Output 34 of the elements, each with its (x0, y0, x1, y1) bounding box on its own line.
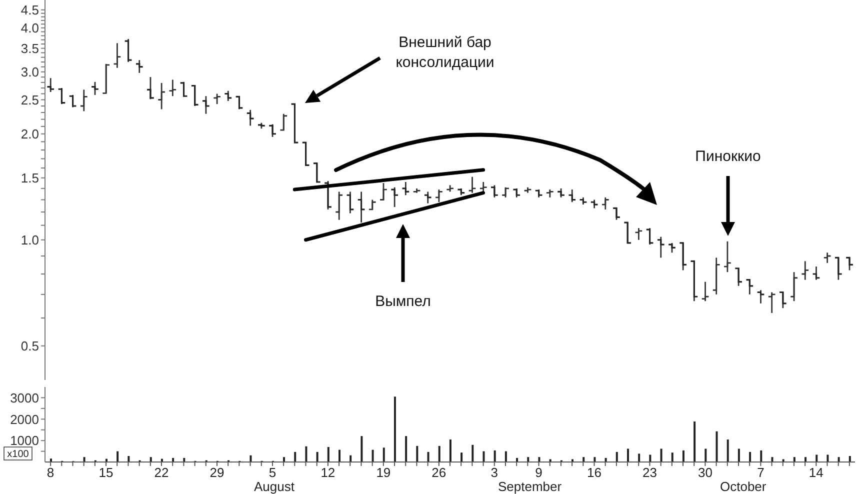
y-tick-label: 3000 (10, 390, 39, 406)
y-tick-label: 3.0 (20, 64, 39, 80)
text: August (254, 479, 295, 494)
annotation: Внешний бар консолидации (396, 34, 494, 71)
text: September (498, 479, 562, 494)
y-axis-title: x100 (7, 449, 30, 460)
y-tick-label: 0.5 (20, 338, 39, 354)
annotation: Вымпел (375, 293, 431, 310)
x-tick-label: 5 (268, 465, 276, 480)
x-tick-label: 29 (210, 465, 224, 480)
x-tick-label: 7 (757, 465, 764, 480)
x-tick-label: 26 (432, 465, 446, 480)
y-tick-label: 1.0 (20, 232, 39, 248)
x-tick-label: 9 (535, 465, 542, 480)
y-tick-label: 2.5 (20, 92, 39, 108)
y-tick-label: 2.0 (20, 126, 39, 142)
y-tick-label: 3.5 (20, 40, 39, 56)
x-tick-label: 22 (154, 465, 169, 480)
y-tick-label: 1000 (10, 433, 39, 448)
text: October (720, 479, 767, 494)
x-tick-label: 15 (98, 465, 114, 480)
x-tick-label: 16 (587, 465, 602, 480)
x-tick-label: 3 (490, 465, 498, 480)
x-tick-label: 23 (642, 465, 657, 480)
x-tick-label: 8 (46, 465, 54, 480)
y-tick-label: 2000 (10, 412, 39, 427)
x-tick-label: 12 (320, 465, 336, 480)
y-tick-label: 1.5 (20, 170, 39, 186)
x-tick-label: 19 (376, 465, 391, 480)
annotation: Пиноккио (695, 148, 761, 165)
y-tick-label: 4.5 (20, 2, 39, 18)
x-tick-label: 14 (808, 465, 824, 480)
x-tick-label: 30 (698, 465, 712, 480)
y-tick-label: 4.0 (20, 20, 39, 36)
